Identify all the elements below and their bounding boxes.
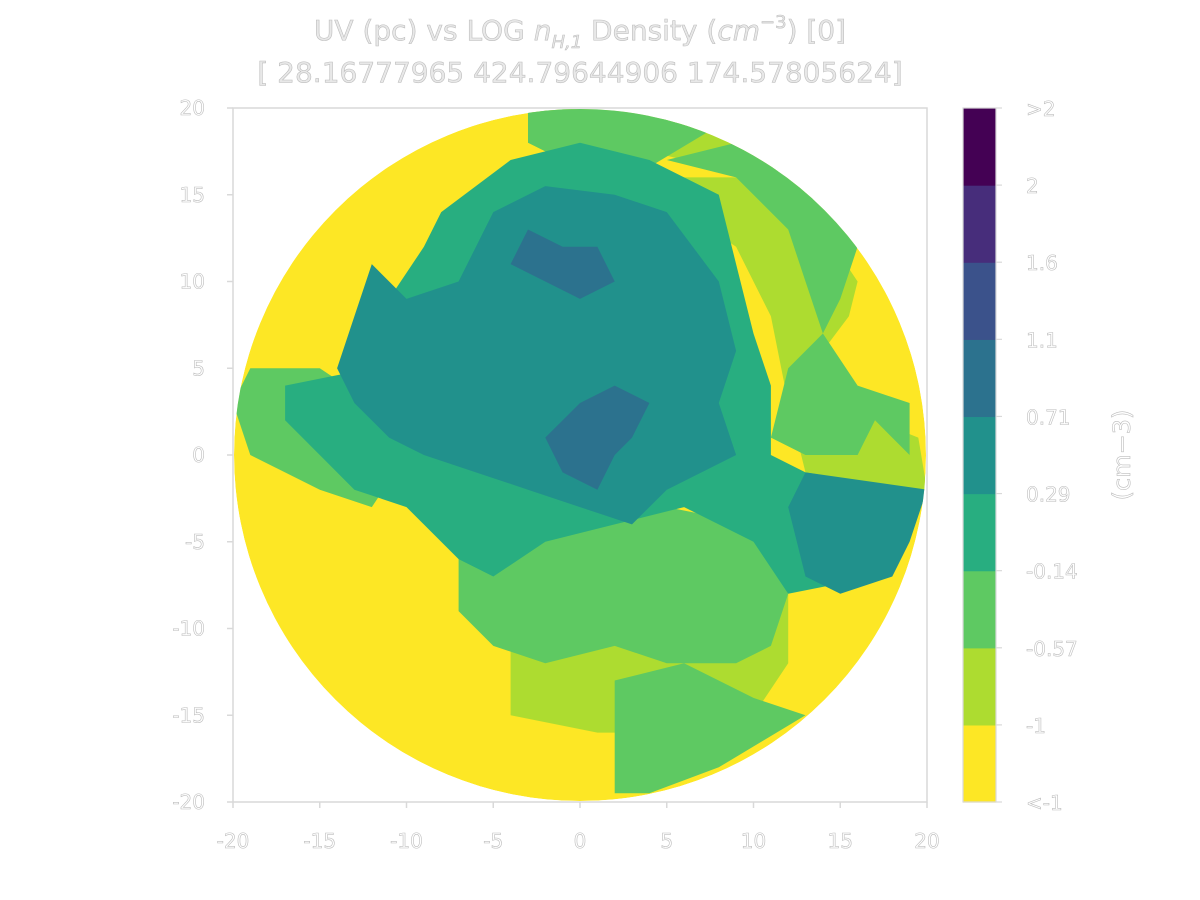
x-axis: -20 -15 -10 -5 0 5 10 15 20 — [216, 802, 940, 853]
density-disk — [234, 109, 926, 801]
y-tick-label: -10 — [172, 617, 205, 641]
y-tick-label: 0 — [192, 443, 205, 467]
x-tick-label: 10 — [741, 829, 766, 853]
density-region-7 — [666, 142, 910, 455]
y-tick-label: -20 — [172, 790, 205, 814]
title-line-1: UV (pc) vs LOG nH,1 Density (cm−3) [0] — [314, 12, 846, 53]
density-region-9 — [337, 186, 737, 525]
title-middle: Density ( — [582, 14, 717, 47]
colorbar-tick-label: 1.1 — [1026, 328, 1058, 352]
colorbar-tick-label: <-1 — [1026, 791, 1063, 815]
x-tick-label: -5 — [483, 829, 503, 853]
colorbar-swatch — [963, 416, 996, 495]
title-var-sub: H,1 — [551, 32, 582, 53]
y-tick-label: -15 — [172, 703, 205, 727]
colorbar-tick-label: >2 — [1026, 97, 1055, 121]
title-prefix: UV (pc) vs LOG — [314, 14, 534, 47]
y-tick-label: 5 — [192, 356, 205, 380]
colorbar-swatch — [963, 262, 996, 340]
x-tick-label: 15 — [828, 829, 853, 853]
title-var: n — [534, 14, 552, 47]
colorbar-tick-label: 2 — [1026, 174, 1039, 198]
colorbar-swatch — [963, 339, 996, 418]
x-tick-label: -15 — [303, 829, 336, 853]
colorbar-swatch — [963, 647, 996, 726]
title-suffix: ) [0] — [787, 14, 847, 47]
density-region-6 — [614, 663, 806, 794]
x-tick-label: -10 — [390, 829, 423, 853]
y-axis: -20 -15 -10 -5 0 5 10 15 20 — [172, 96, 233, 814]
colorbar-swatch — [963, 493, 996, 572]
colorbar-tick-label: -1 — [1026, 714, 1046, 738]
x-tick-label: 20 — [914, 829, 939, 853]
x-tick-label: 0 — [574, 829, 587, 853]
colorbar-tick-label: -0.14 — [1026, 560, 1078, 584]
colorbar-tick-label: -0.57 — [1026, 637, 1078, 661]
colorbar-label: (cm−3) — [1108, 410, 1136, 501]
title-unit-exp: −3 — [760, 12, 787, 33]
density-region-12 — [510, 229, 615, 299]
x-tick-label: -20 — [217, 829, 250, 853]
colorbar-tick-label: 1.6 — [1026, 251, 1058, 275]
colorbar-frame — [962, 107, 997, 803]
colorbar-swatch — [963, 185, 996, 263]
colorbar-swatches — [963, 108, 996, 803]
title-unit-base: cm — [717, 14, 760, 47]
y-tick-label: -5 — [185, 530, 205, 554]
colorbar-tick-label: 0.29 — [1026, 483, 1071, 507]
density-region-10 — [788, 472, 926, 594]
colorbar-swatch — [963, 108, 996, 186]
y-tick-label: 15 — [180, 183, 205, 207]
colorbar-ticks: <-1 -1 -0.57 -0.14 0.29 0.71 1.1 1.6 2 >2 — [996, 97, 1078, 815]
x-tick-label: 5 — [660, 829, 673, 853]
colorbar-tick-label: 0.71 — [1026, 405, 1071, 429]
density-region-5 — [458, 507, 789, 664]
y-tick-label: 20 — [180, 96, 205, 120]
colorbar-swatch — [963, 724, 996, 803]
chart-title: UV (pc) vs LOG nH,1 Density (cm−3) [0] [… — [257, 12, 903, 90]
density-region-11 — [545, 385, 650, 490]
title-line-2: [ 28.16777965 424.79644906 174.57805624] — [257, 56, 902, 89]
colorbar: <-1 -1 -0.57 -0.14 0.29 0.71 1.1 1.6 2 >2 (cm−3) — [962, 97, 1136, 815]
colorbar-swatch — [963, 570, 996, 649]
y-tick-label: 10 — [180, 270, 205, 294]
